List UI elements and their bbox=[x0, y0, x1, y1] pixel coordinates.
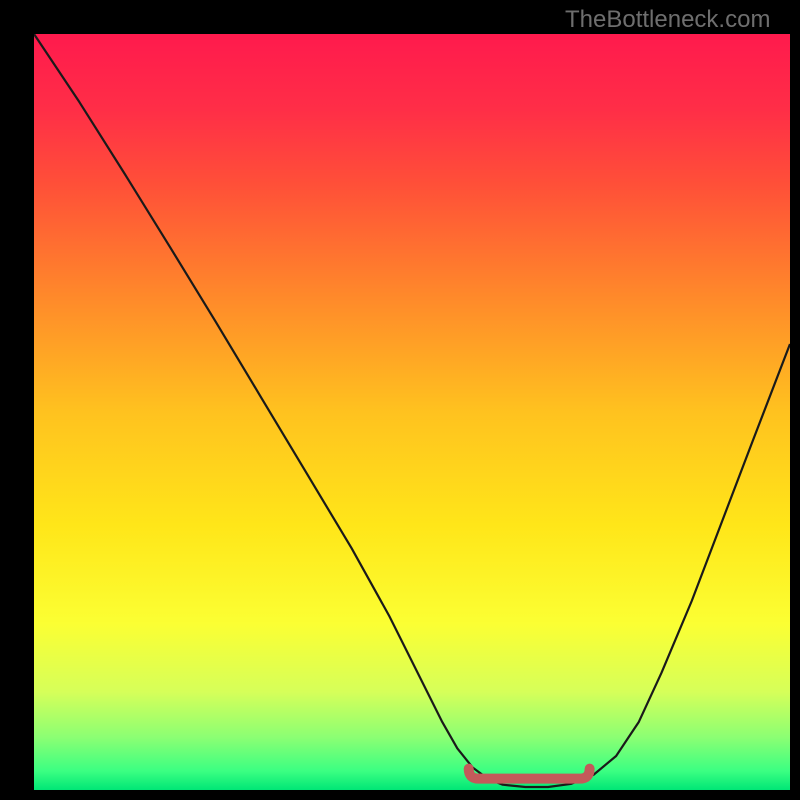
gradient-background bbox=[34, 34, 790, 790]
chart-stage: TheBottleneck.com bbox=[0, 0, 800, 800]
attribution-label: TheBottleneck.com bbox=[565, 6, 770, 34]
plot-svg bbox=[34, 34, 790, 790]
